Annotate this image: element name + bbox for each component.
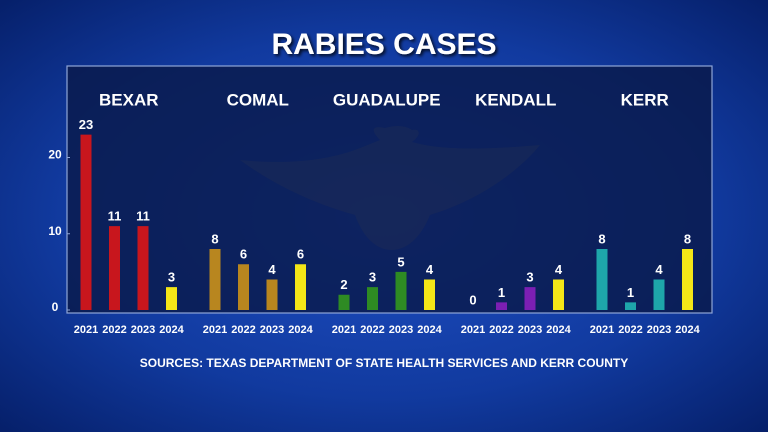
value-label: 2 (340, 277, 347, 292)
x-tick-label: 2021 (461, 324, 485, 336)
x-tick-label: 2022 (618, 324, 642, 336)
value-label: 1 (627, 285, 634, 300)
value-label: 8 (684, 231, 691, 246)
x-tick-label: 2021 (590, 324, 614, 336)
group-label: GUADALUPE (333, 90, 441, 109)
bar (238, 264, 249, 310)
value-label: 4 (555, 262, 563, 277)
value-label: 11 (136, 209, 150, 224)
x-tick-label: 2021 (332, 324, 356, 336)
x-tick-label: 2024 (417, 324, 442, 336)
value-label: 4 (268, 262, 276, 277)
value-label: 6 (240, 247, 247, 262)
x-tick-label: 2023 (647, 324, 671, 336)
value-label: 0 (469, 292, 476, 307)
bar (166, 287, 177, 310)
bar (209, 249, 221, 310)
x-tick-label: 2023 (518, 324, 542, 336)
bar (338, 294, 350, 310)
x-tick-label: 2022 (360, 324, 384, 336)
bar (424, 279, 435, 310)
value-label: 1 (498, 285, 505, 300)
x-tick-label: 2024 (159, 324, 184, 336)
value-label: 11 (108, 209, 122, 224)
bar (80, 134, 92, 310)
bar (266, 279, 278, 310)
bar (625, 302, 636, 310)
x-tick-label: 2024 (546, 324, 571, 336)
group-label: COMAL (227, 90, 289, 109)
bar (137, 226, 149, 310)
bar (596, 249, 608, 310)
x-tick-label: 2023 (389, 324, 413, 336)
bar (295, 264, 306, 310)
group-label: KERR (621, 90, 669, 109)
y-tick-label: 10 (48, 224, 62, 238)
value-label: 8 (211, 231, 218, 246)
bar (682, 249, 693, 310)
bar (109, 226, 120, 310)
x-tick-label: 2022 (231, 324, 255, 336)
x-tick-label: 2021 (74, 324, 98, 336)
value-label: 4 (426, 262, 434, 277)
bar (553, 279, 564, 310)
chart-title: RABIES CASES (271, 28, 496, 61)
x-tick-label: 2024 (675, 324, 700, 336)
y-tick-label: 20 (48, 148, 62, 162)
x-tick-label: 2022 (489, 324, 513, 336)
value-label: 23 (79, 117, 93, 132)
value-label: 8 (598, 231, 605, 246)
bat-silhouette (240, 125, 540, 250)
x-tick-label: 2024 (288, 324, 313, 336)
bar (524, 287, 536, 310)
x-tick-label: 2021 (203, 324, 227, 336)
bar (367, 287, 378, 310)
x-tick-label: 2023 (131, 324, 155, 336)
x-tick-label: 2023 (260, 324, 284, 336)
value-label: 5 (397, 254, 404, 269)
bar (653, 279, 665, 310)
group-label: KENDALL (475, 90, 556, 109)
value-label: 4 (655, 262, 663, 277)
source-note: SOURCES: TEXAS DEPARTMENT OF STATE HEALT… (140, 356, 628, 370)
value-label: 3 (168, 270, 175, 285)
group-label: BEXAR (99, 90, 159, 109)
value-label: 3 (526, 270, 533, 285)
value-label: 6 (297, 247, 304, 262)
bar (395, 271, 407, 310)
y-tick-label: 0 (52, 300, 59, 314)
bar (496, 302, 507, 310)
x-tick-label: 2022 (102, 324, 126, 336)
value-label: 3 (369, 270, 376, 285)
